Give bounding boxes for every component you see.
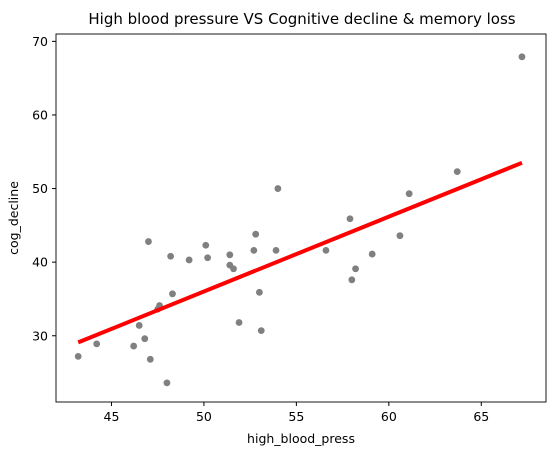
data-point [257, 327, 265, 335]
data-point [167, 252, 175, 260]
data-point [93, 340, 101, 348]
data-point [141, 335, 149, 343]
chart-title: High blood pressure VS Cognitive decline… [88, 10, 515, 28]
x-tick-label: 60 [381, 409, 397, 424]
data-point [145, 238, 152, 245]
data-point [202, 241, 210, 249]
data-point [235, 319, 243, 326]
y-tick-label: 50 [32, 181, 48, 196]
data-point [272, 246, 280, 254]
y-tick-label: 60 [32, 107, 48, 122]
x-tick-label: 50 [196, 409, 212, 424]
data-point [252, 230, 260, 238]
data-point [518, 53, 526, 61]
axis-ticks: 45 50 55 60 65 30 40 50 60 70 [32, 34, 489, 424]
data-point [396, 232, 404, 240]
data-point [368, 250, 376, 258]
data-point [135, 322, 143, 329]
x-axis-label: high_blood_press [247, 431, 355, 446]
data-point [74, 352, 82, 360]
data-point [146, 355, 154, 363]
data-point [346, 215, 354, 223]
data-point [348, 276, 356, 284]
data-point [453, 168, 461, 176]
regression-line [77, 160, 523, 345]
data-point [169, 290, 176, 298]
data-point [322, 246, 330, 254]
data-point [352, 265, 359, 273]
data-points [74, 53, 526, 387]
data-point [250, 246, 258, 254]
y-tick-label: 40 [32, 255, 48, 270]
y-axis-label: cog_decline [6, 181, 21, 255]
data-point [255, 288, 263, 296]
data-point [274, 185, 282, 192]
plot-area-frame [55, 33, 547, 403]
y-tick-label: 30 [32, 328, 48, 343]
x-tick-label: 55 [288, 409, 304, 424]
y-tick-label: 70 [32, 34, 48, 49]
data-point [130, 342, 138, 350]
data-point [185, 256, 193, 264]
data-point [204, 254, 212, 262]
regression-line-group [77, 160, 523, 345]
data-point [405, 190, 413, 198]
data-point [226, 251, 234, 259]
x-tick-label: 45 [104, 409, 120, 424]
data-point [163, 379, 171, 387]
data-point [230, 265, 237, 273]
x-tick-label: 65 [473, 409, 489, 424]
